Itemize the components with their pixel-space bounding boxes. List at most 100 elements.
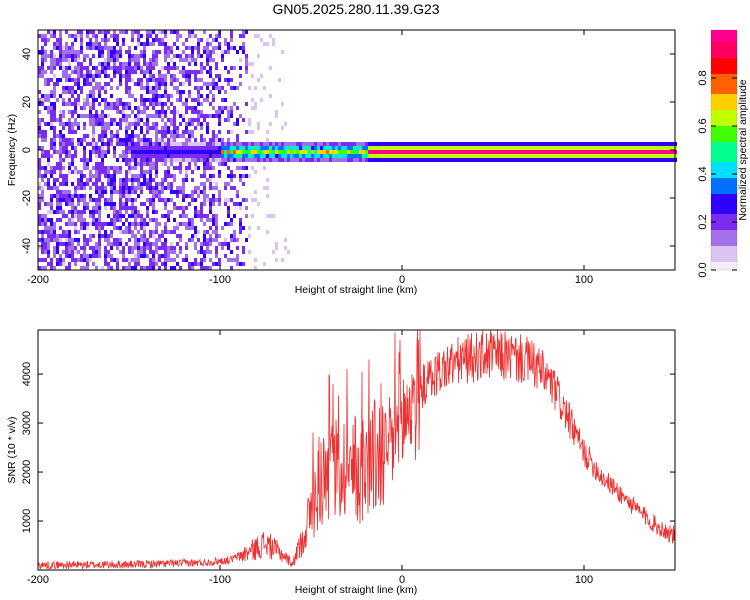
spectrogram-cell [161,82,164,86]
spectrogram-cell [131,66,134,70]
spectrogram-cell [236,122,239,126]
spectrogram-cell [248,174,251,178]
spectrogram-cell [89,46,92,50]
spectrogram-cell [131,30,134,34]
spectrogram-cell [77,122,80,126]
spectrogram-cell [80,210,83,214]
spectrogram-cell [230,30,233,34]
spectrogram-cell [656,142,659,146]
spectrogram-cell [563,158,566,162]
spectrogram-cell [239,154,242,158]
spectrogram-cell [638,158,641,162]
colorbar-segment [711,46,737,51]
spectrogram-cell [275,142,278,146]
spectrogram-cell [392,142,395,146]
spectrogram-cell [245,62,248,66]
spectrogram-cell [101,190,104,194]
spectrogram-cell [188,166,191,170]
spectrogram-cell [107,198,110,202]
spectrogram-cell [218,198,221,202]
spectrogram-cell [38,258,41,262]
spectrogram-cell [89,38,92,42]
spectrogram-cell [62,198,65,202]
spectrogram-cell [254,266,257,270]
spectrogram-cell [149,62,152,66]
spectrogram-cell [269,34,272,38]
spectrogram-cell [134,98,137,102]
spectrogram-cell [71,110,74,114]
spectrogram-cell [128,114,131,118]
spectrogram-cell [131,54,134,58]
spectrogram-cell [518,142,521,146]
spectrogram-cell [74,258,77,262]
spectrogram-cell [365,154,368,158]
spectrogram-cell [203,190,206,194]
spectrogram-cell [134,242,137,246]
spectrogram-cell [149,66,152,70]
spectrogram-cell [230,66,233,70]
spectrogram-cell [140,138,143,142]
spectrogram-cell [110,54,113,58]
spectrogram-cell [104,262,107,266]
spectrogram-cell [302,142,305,146]
spectrogram-cell [65,74,68,78]
spectrogram-cell [224,66,227,70]
spectrogram-cell [101,66,104,70]
spectrogram-cell [38,98,41,102]
spectrogram-cell [170,82,173,86]
spectrogram-cell [620,142,623,146]
spectrogram-cell [635,158,638,162]
spectrogram-cell [113,46,116,50]
spectrogram-cell [47,230,50,234]
spectrogram-cell [80,34,83,38]
spectrogram-cell [578,142,581,146]
spectrogram-cell [185,158,188,162]
spectrogram-cell [281,150,284,154]
spectrogram-cell [170,150,173,154]
spectrogram-cell [491,154,494,158]
spectrogram-cell [152,178,155,182]
spectrogram-cell [119,30,122,34]
spectrogram-cell [38,130,41,134]
spectrogram-cell [101,114,104,118]
spectrogram-cell [116,42,119,46]
spectrogram-cell [632,150,635,154]
spectrogram-cell [338,150,341,154]
spectrogram-cell [155,182,158,186]
spectrogram-cell [620,154,623,158]
colorbar-segment [711,50,737,55]
spectrogram-cell [152,234,155,238]
spectrogram-cell [44,70,47,74]
spectrogram-cell [176,262,179,266]
spectrogram-cell [236,146,239,150]
spectrogram-cell [257,122,260,126]
spectrogram-cell [173,138,176,142]
spectrogram-cell [248,130,251,134]
spectrogram-cell [119,98,122,102]
spectrogram-cell [122,258,125,262]
spectrogram-cell [236,246,239,250]
spectrogram-cell [38,146,41,150]
spectrogram-cell [164,222,167,226]
spectrogram-cell [119,54,122,58]
spectrogram-cell [107,234,110,238]
spectrogram-cell [77,98,80,102]
spectrogram-cell [98,82,101,86]
spectrogram-cell [140,190,143,194]
spectrogram-cell [137,258,140,262]
spectrogram-cell [182,146,185,150]
spectrogram-cell [80,158,83,162]
spectrogram-cell [62,262,65,266]
spectrogram-cell [110,258,113,262]
spectrogram-cell [467,142,470,146]
spectrogram-cell [185,126,188,130]
spectrogram-cell [239,218,242,222]
spectrogram-cell [59,162,62,166]
spectrogram-cell [128,66,131,70]
spectrogram-cell [449,150,452,154]
spectrogram-cell [149,246,152,250]
spectrogram-cell [164,202,167,206]
spectrogram-cell [194,74,197,78]
spectrogram-cell [116,134,119,138]
spectrogram-cell [47,38,50,42]
